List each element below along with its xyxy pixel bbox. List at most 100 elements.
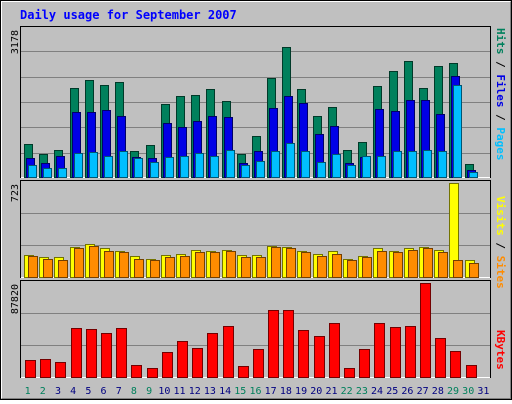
bar-sites-day-25	[393, 252, 403, 278]
bar-sites-day-2	[43, 259, 53, 278]
bar-pages-day-6	[104, 156, 113, 178]
bar-pages-day-18	[286, 143, 295, 178]
bar-sites-day-11	[180, 256, 190, 278]
bar-pages-day-23	[362, 156, 371, 178]
bar-pages-day-19	[301, 151, 310, 178]
bar-sites-day-8	[134, 259, 144, 278]
day-label-14: 14	[219, 386, 231, 397]
bar-pages-day-16	[256, 161, 265, 178]
bar-pages-day-27	[423, 150, 432, 178]
bar-sites-day-12	[195, 252, 205, 278]
legend-sites: Sites	[494, 256, 507, 289]
day-label-17: 17	[265, 386, 277, 397]
bar-sites-day-7	[119, 252, 129, 278]
day-label-21: 21	[325, 386, 337, 397]
bar-sites-day-22	[347, 260, 357, 278]
bar-kbytes-day-18	[283, 310, 294, 378]
day-label-22: 22	[341, 386, 353, 397]
day-label-10: 10	[158, 386, 170, 397]
bar-sites-day-28	[438, 252, 448, 278]
bar-sites-day-15	[241, 257, 251, 278]
bar-sites-day-30	[469, 263, 479, 278]
bar-kbytes-day-27	[420, 283, 431, 378]
day-label-4: 4	[70, 386, 76, 397]
bar-kbytes-day-2	[40, 359, 51, 378]
day-label-19: 19	[295, 386, 307, 397]
legend-kbytes: KBytes	[494, 330, 507, 370]
bar-kbytes-day-24	[374, 323, 385, 378]
day-label-27: 27	[417, 386, 429, 397]
bar-kbytes-day-3	[55, 362, 66, 378]
bar-pages-day-14	[226, 150, 235, 178]
bar-sites-day-9	[150, 260, 160, 278]
legend-panel-3: KBytes	[494, 330, 507, 370]
panel-2-max-label: 723	[10, 184, 21, 202]
bar-pages-day-30	[469, 172, 478, 178]
day-label-6: 6	[101, 386, 107, 397]
bar-sites-day-5	[89, 246, 99, 278]
bar-kbytes-day-7	[116, 328, 127, 378]
bar-kbytes-day-5	[86, 329, 97, 378]
bar-kbytes-day-16	[253, 349, 264, 378]
day-label-28: 28	[432, 386, 444, 397]
bar-sites-day-14	[226, 251, 236, 278]
bar-pages-day-21	[332, 154, 341, 178]
bar-sites-day-19	[301, 252, 311, 278]
bar-sites-day-3	[58, 260, 68, 278]
bar-kbytes-day-23	[359, 349, 370, 378]
bar-kbytes-day-30	[466, 365, 477, 378]
bar-kbytes-day-15	[238, 366, 249, 378]
bar-sites-day-4	[74, 248, 84, 278]
bar-kbytes-day-19	[298, 330, 309, 378]
legend-hits: Hits	[494, 28, 507, 55]
bar-sites-day-26	[408, 250, 418, 278]
bar-sites-day-13	[210, 252, 220, 278]
bar-pages-day-7	[119, 151, 128, 178]
bar-pages-day-20	[317, 162, 326, 178]
legend-visits: Visits	[494, 196, 507, 236]
bar-kbytes-day-13	[207, 333, 218, 378]
day-label-25: 25	[386, 386, 398, 397]
bar-kbytes-day-29	[450, 351, 461, 378]
bar-pages-day-25	[393, 151, 402, 178]
bar-sites-day-23	[362, 257, 372, 278]
bar-pages-day-28	[438, 151, 447, 178]
bar-pages-day-17	[271, 151, 280, 178]
bar-pages-day-4	[74, 153, 83, 178]
bar-kbytes-day-28	[435, 338, 446, 378]
bar-pages-day-26	[408, 151, 417, 178]
bar-kbytes-day-17	[268, 310, 279, 378]
bar-sites-day-21	[332, 254, 342, 278]
bar-kbytes-day-22	[344, 368, 355, 378]
bar-kbytes-day-26	[405, 326, 416, 378]
bar-sites-day-24	[377, 251, 387, 278]
bar-kbytes-day-21	[329, 323, 340, 378]
day-label-8: 8	[131, 386, 137, 397]
day-label-20: 20	[310, 386, 322, 397]
bar-pages-day-13	[210, 156, 219, 178]
legend-separator: /	[494, 108, 507, 128]
bar-sites-day-6	[104, 251, 114, 278]
day-label-30: 30	[462, 386, 474, 397]
legend-files: Files	[494, 74, 507, 107]
bar-pages-day-29	[453, 85, 462, 178]
day-label-7: 7	[116, 386, 122, 397]
day-label-24: 24	[371, 386, 383, 397]
bar-pages-day-10	[165, 157, 174, 178]
bar-pages-day-5	[89, 152, 98, 178]
bar-pages-day-15	[241, 165, 250, 178]
bar-sites-day-1	[28, 256, 38, 278]
bar-kbytes-day-12	[192, 348, 203, 378]
day-label-2: 2	[40, 386, 46, 397]
legend-separator: /	[494, 236, 507, 256]
bar-kbytes-day-1	[25, 360, 36, 378]
day-label-9: 9	[146, 386, 152, 397]
legend-panel-1: Hits / Files / Pages	[494, 28, 507, 161]
legend-pages: Pages	[494, 127, 507, 160]
day-label-16: 16	[249, 386, 261, 397]
bar-kbytes-day-4	[71, 328, 82, 378]
bar-kbytes-day-25	[390, 327, 401, 378]
bar-pages-day-9	[150, 162, 159, 178]
day-label-11: 11	[174, 386, 186, 397]
